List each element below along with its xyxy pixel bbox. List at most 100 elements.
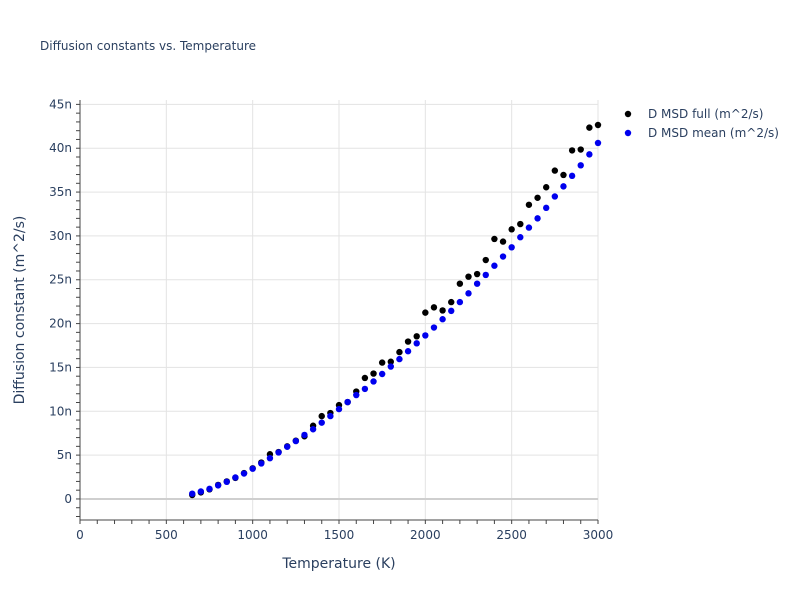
data-point-series-2 (473, 280, 481, 287)
data-point-series-2 (577, 162, 584, 169)
data-point-series-2 (534, 215, 541, 222)
data-point-series-2 (189, 490, 196, 497)
y-tick-label: 25n (49, 273, 72, 287)
x-tick-label: 2500 (496, 528, 527, 542)
data-point-series-1 (456, 280, 464, 287)
data-point-series-2 (240, 470, 248, 477)
legend: D MSD full (m^2/s) D MSD mean (m^2/s) (624, 107, 779, 140)
y-tick-label: 15n (49, 360, 72, 374)
data-point-series-2 (586, 151, 593, 158)
data-point-series-2 (361, 385, 369, 393)
data-point-series-2 (508, 244, 515, 251)
data-point-series-2 (344, 398, 351, 406)
x-tick-label: 0 (76, 528, 84, 542)
y-tick-label: 5n (57, 448, 72, 462)
data-point-series-1 (370, 370, 377, 377)
data-point-series-1 (517, 220, 524, 228)
data-point-series-2 (206, 485, 213, 493)
data-point-series-2 (370, 378, 377, 385)
data-point-series-2 (568, 172, 576, 180)
data-point-series-1 (378, 359, 386, 366)
data-point-series-2 (197, 488, 205, 495)
data-point-series-2 (292, 437, 300, 445)
data-point-series-1 (482, 256, 489, 264)
x-tick-label: 500 (155, 528, 178, 542)
data-point-series-2 (439, 316, 446, 323)
chart-title: Diffusion constants vs. Temperature (40, 39, 256, 53)
y-tick-label: 45n (49, 97, 72, 111)
legend-marker-series-1 (624, 110, 632, 118)
data-point-series-2 (499, 253, 507, 260)
x-axis-label: Temperature (K) (281, 556, 395, 572)
data-point-series-2 (517, 234, 524, 241)
y-tick-label: 10n (49, 404, 72, 418)
data-point-series-1 (473, 270, 481, 278)
data-point-series-1 (534, 194, 541, 201)
data-point-series-1 (387, 358, 394, 365)
data-point-series-1 (430, 304, 438, 311)
data-point-series-1 (396, 348, 403, 356)
data-point-series-2 (309, 426, 317, 433)
data-point-series-2 (327, 412, 334, 420)
data-point-series-2 (560, 183, 567, 190)
data-point-series-2 (396, 355, 403, 363)
y-tick-label: 0 (64, 492, 72, 506)
legend-label-series-2: D MSD mean (m^2/s) (648, 126, 779, 140)
data-point-series-1 (577, 146, 584, 153)
data-point-series-1 (586, 124, 593, 131)
axes: 0 500 1000 1500 2000 2500 3000 0 5n 10n 15n 20n 25n 3… (49, 97, 613, 542)
data-point-series-2 (551, 193, 559, 200)
data-point-series-1 (361, 374, 369, 382)
data-point-series-2 (482, 271, 489, 279)
grid (79, 100, 599, 520)
data-point-series-2 (318, 419, 325, 426)
y-tick-label: 35n (49, 185, 72, 199)
data-point-series-1 (465, 273, 472, 280)
data-point-series-1 (448, 298, 455, 306)
data-point-series-1 (568, 147, 576, 154)
data-point-series-2 (266, 454, 274, 462)
data-point-series-2 (387, 363, 394, 370)
y-axis-label: Diffusion constant (m^2/s) (12, 216, 28, 405)
data-point-series-2 (594, 139, 602, 147)
data-point-series-1 (594, 121, 602, 129)
data-point-series-2 (378, 370, 386, 378)
data-point-series-2 (525, 224, 533, 231)
y-tick-label: 30n (49, 229, 72, 243)
data-point-series-1 (560, 171, 567, 179)
x-tick-label: 3000 (583, 528, 614, 542)
x-tick-label: 1500 (324, 528, 355, 542)
y-tick-label: 40n (49, 141, 72, 155)
data-point-series-2 (223, 478, 230, 486)
data-point-series-2 (543, 204, 550, 212)
data-point-series-1 (318, 412, 325, 420)
data-point-series-2 (353, 391, 360, 399)
data-point-series-2 (232, 474, 239, 481)
data-point-series-2 (491, 262, 498, 269)
data-point-series-1 (543, 184, 550, 191)
data-point-series-1 (499, 238, 507, 245)
y-tick-label: 20n (49, 317, 72, 331)
data-point-series-2 (275, 449, 282, 456)
data-point-series-2 (284, 443, 291, 450)
data-point-series-2 (335, 405, 343, 413)
data-point-series-1 (551, 167, 559, 174)
data-point-series-2 (301, 431, 308, 439)
data-point-series-2 (413, 340, 420, 347)
data-point-series-1 (491, 235, 498, 243)
x-tick-label: 1000 (237, 528, 268, 542)
data-point-series-2 (448, 307, 455, 315)
data-point-series-1 (508, 226, 515, 233)
data-point-series-2 (258, 460, 265, 467)
data-point-series-2 (214, 482, 222, 489)
data-point-series-2 (465, 290, 472, 297)
data-point-series-2 (456, 298, 464, 306)
legend-marker-series-2 (624, 129, 632, 137)
data-point-series-1 (422, 309, 429, 316)
x-tick-label: 2000 (410, 528, 441, 542)
data-point-series-1 (439, 307, 446, 314)
legend-label-series-1: D MSD full (m^2/s) (648, 107, 763, 121)
data-point-series-1 (413, 333, 420, 340)
data-point-series-1 (404, 338, 412, 345)
